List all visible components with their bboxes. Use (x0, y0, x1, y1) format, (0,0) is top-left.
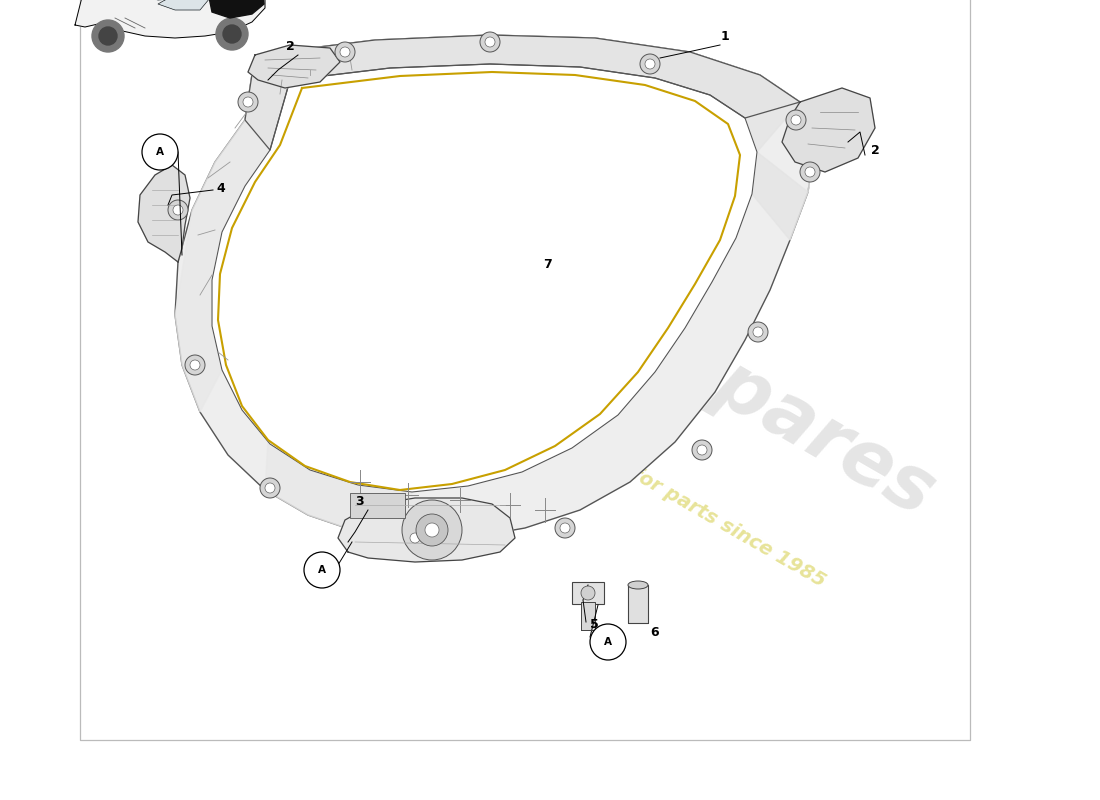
Polygon shape (338, 498, 515, 562)
Text: 2: 2 (870, 143, 879, 157)
Circle shape (800, 162, 820, 182)
Circle shape (336, 42, 355, 62)
Text: 2: 2 (286, 41, 295, 54)
Circle shape (590, 624, 626, 660)
Circle shape (425, 523, 439, 537)
Polygon shape (175, 120, 270, 412)
Circle shape (410, 533, 420, 543)
Circle shape (791, 115, 801, 125)
Circle shape (754, 327, 763, 337)
Circle shape (304, 552, 340, 588)
Circle shape (645, 59, 654, 69)
Circle shape (748, 322, 768, 342)
Circle shape (402, 500, 462, 560)
Circle shape (99, 27, 117, 45)
Text: 3: 3 (355, 495, 364, 509)
FancyBboxPatch shape (572, 582, 604, 604)
Circle shape (786, 110, 806, 130)
Circle shape (223, 25, 241, 43)
Circle shape (173, 205, 183, 215)
Text: eurospares: eurospares (493, 227, 947, 533)
Circle shape (560, 523, 570, 533)
Circle shape (92, 20, 124, 52)
Text: 5: 5 (590, 618, 598, 631)
Circle shape (480, 32, 501, 52)
Circle shape (185, 355, 205, 375)
Polygon shape (175, 35, 815, 540)
Bar (581, 602, 595, 630)
Circle shape (340, 47, 350, 57)
Text: A: A (318, 565, 326, 575)
Circle shape (805, 167, 815, 177)
Circle shape (697, 445, 707, 455)
Polygon shape (75, 0, 265, 38)
Text: A: A (156, 147, 164, 157)
Circle shape (265, 483, 275, 493)
Polygon shape (248, 45, 340, 88)
Text: 4: 4 (217, 182, 226, 194)
Circle shape (640, 54, 660, 74)
Polygon shape (782, 88, 874, 172)
Text: 7: 7 (543, 258, 552, 271)
Text: a passion for parts since 1985: a passion for parts since 1985 (531, 409, 828, 591)
Circle shape (142, 134, 178, 170)
Circle shape (243, 97, 253, 107)
Circle shape (405, 528, 425, 548)
Polygon shape (158, 0, 210, 10)
Polygon shape (138, 165, 190, 262)
Polygon shape (208, 0, 264, 18)
Circle shape (556, 518, 575, 538)
Circle shape (190, 360, 200, 370)
Circle shape (692, 440, 712, 460)
Circle shape (238, 92, 258, 112)
Polygon shape (245, 35, 800, 150)
Circle shape (485, 37, 495, 47)
Circle shape (168, 200, 188, 220)
Polygon shape (265, 440, 412, 540)
Bar (350, 493, 405, 518)
Polygon shape (212, 64, 757, 492)
Polygon shape (745, 102, 815, 240)
Text: 6: 6 (651, 626, 659, 638)
Circle shape (260, 478, 280, 498)
Text: A: A (604, 637, 612, 647)
Circle shape (581, 586, 595, 600)
Ellipse shape (628, 581, 648, 589)
Bar (628, 585, 648, 623)
Circle shape (216, 18, 248, 50)
Text: 1: 1 (720, 30, 729, 43)
Circle shape (416, 514, 448, 546)
